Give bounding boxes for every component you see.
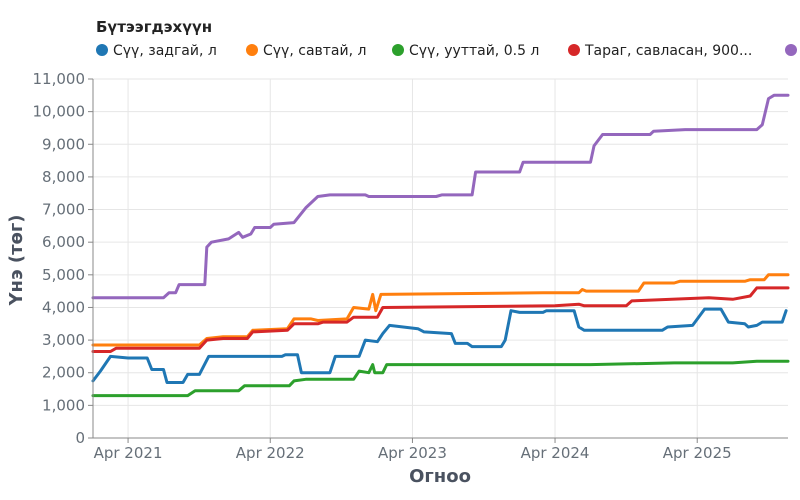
legend-label: Сүү, ууттай, 0.5 л — [409, 43, 539, 59]
x-tick-label: Apr 2023 — [378, 444, 447, 462]
legend-swatch — [568, 44, 580, 56]
x-tick-label: Apr 2024 — [521, 444, 590, 462]
series-line-4 — [91, 286, 790, 353]
axes: 0 1,000 2,000 3,000 4,000 5,000 6,000 7,000 8,00… — [33, 70, 788, 462]
grid-lines — [93, 78, 788, 438]
y-tick-label: 9,000 — [42, 135, 85, 153]
legend-label: Тараг, савласан, 900... — [584, 43, 752, 59]
y-tick-label: 8,000 — [42, 168, 85, 186]
x-tick-label: Apr 2025 — [663, 444, 732, 462]
y-tick-label: 3,000 — [42, 331, 85, 349]
y-tick-label: 11,000 — [33, 70, 86, 88]
series-line-3 — [91, 359, 790, 398]
y-tick-label: 0 — [75, 429, 85, 447]
legend-label: Сүү, савтай, л — [263, 43, 366, 59]
y-tick-label: 6,000 — [42, 233, 85, 251]
legend-label: Сүү, задгай, л — [113, 43, 217, 59]
x-axis-title: Огноо — [409, 466, 471, 487]
legend-items: Сүү, задгай, л Сүү, савтай, л Сүү, ууттай,… — [96, 43, 797, 59]
legend-swatch — [246, 44, 258, 56]
y-tick-label: 7,000 — [42, 201, 85, 219]
legend-swatch — [785, 44, 797, 56]
y-tick-label: 1,000 — [42, 396, 85, 414]
x-tick-label: Apr 2021 — [94, 444, 163, 462]
legend-swatch — [392, 44, 404, 56]
legend: Бүтээгдэхүүн Сүү, задгай, л Сүү, савтай, … — [96, 18, 797, 59]
legend-title: Бүтээгдэхүүн — [96, 18, 212, 36]
series-lines — [91, 93, 790, 398]
y-tick-label: 2,000 — [42, 364, 85, 382]
series-line-5 — [91, 93, 790, 300]
y-tick-label: 4,000 — [42, 298, 85, 316]
y-tick-label: 10,000 — [33, 103, 86, 121]
x-tick-label: Apr 2022 — [236, 444, 305, 462]
y-tick-label: 5,000 — [42, 266, 85, 284]
y-axis-title: Үнэ (төг) — [6, 214, 27, 306]
legend-swatch — [96, 44, 108, 56]
series-line-1 — [91, 307, 788, 384]
